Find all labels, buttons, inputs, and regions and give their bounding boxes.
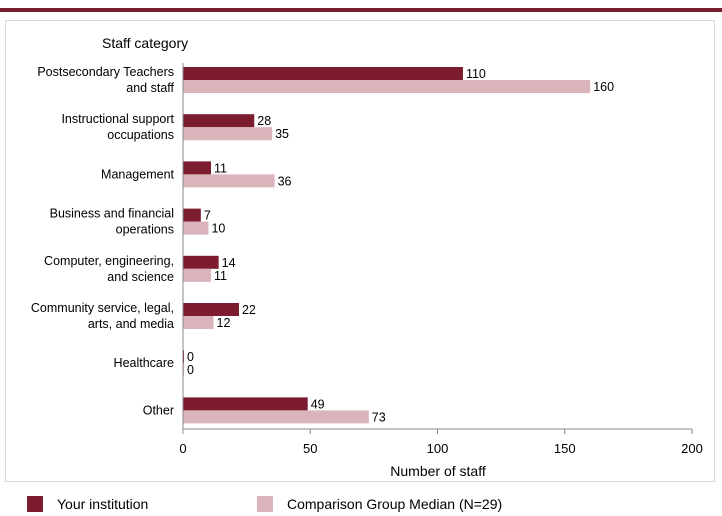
legend-item-your-institution: Your institution: [27, 495, 148, 513]
category-label: occupations: [107, 128, 174, 142]
x-tick-label: 150: [554, 441, 576, 456]
bar-your-institution: [183, 161, 211, 175]
bar-comparison-median: [183, 268, 211, 282]
data-label: 35: [275, 127, 289, 141]
bar-your-institution: [183, 67, 463, 80]
data-label: 0: [187, 350, 194, 364]
bar-comparison-median: [183, 174, 275, 188]
top-accent-bar: [0, 8, 722, 12]
data-label: 28: [257, 114, 271, 128]
bar-comparison-median: [183, 316, 214, 329]
legend: Your institution Comparison Group Median…: [0, 490, 722, 516]
data-label: 14: [222, 256, 236, 270]
category-label: Other: [143, 403, 174, 417]
category-label: Postsecondary Teachers: [37, 65, 174, 79]
data-label: 11: [214, 161, 227, 175]
bar-comparison-median: [183, 221, 209, 235]
data-label: 73: [372, 410, 386, 424]
bar-comparison-median: [183, 410, 369, 424]
data-label: 12: [217, 316, 231, 330]
bar-chart: Staff category Postsecondary Teachers and…: [31, 35, 703, 479]
category-label: Healthcare: [114, 356, 174, 370]
bar-your-institution: [183, 255, 219, 269]
data-label: 7: [204, 209, 211, 223]
category-label: Management: [101, 167, 174, 181]
data-label: 49: [311, 397, 325, 411]
category-label: Business and financial: [50, 207, 174, 221]
legend-label-comparison-median: Comparison Group Median (N=29): [287, 496, 503, 512]
data-label: 11: [214, 269, 227, 283]
x-tick-label: 200: [681, 441, 703, 456]
legend-swatch-comparison-median: [257, 496, 273, 512]
data-label: 10: [211, 222, 225, 236]
bar-comparison-median: [183, 127, 273, 141]
legend-swatch-your-institution: [27, 496, 43, 512]
category-label: Community service, legal,: [31, 301, 174, 315]
bar-comparison-median: [183, 80, 591, 93]
category-label: and staff: [126, 81, 174, 95]
category-label: operations: [116, 223, 174, 237]
chart-title: Staff category: [102, 35, 188, 51]
bar-your-institution: [183, 114, 255, 128]
category-label: Computer, engineering,: [44, 254, 174, 268]
legend-item-comparison-median: Comparison Group Median (N=29): [257, 495, 502, 513]
data-label: 0: [187, 363, 194, 377]
chart-frame: Staff category Postsecondary Teachers and…: [5, 20, 715, 482]
category-label: and science: [107, 270, 174, 284]
category-label: arts, and media: [88, 317, 174, 331]
legend-label-your-institution: Your institution: [57, 496, 149, 512]
category-label: Instructional support: [61, 112, 174, 126]
x-tick-label: 50: [303, 441, 317, 456]
data-label: 110: [466, 67, 486, 81]
data-label: 160: [593, 80, 614, 94]
data-label: 22: [242, 303, 256, 317]
x-tick-label: 100: [427, 441, 449, 456]
data-label: 36: [278, 174, 292, 188]
bar-your-institution: [183, 397, 308, 411]
x-tick-label: 0: [179, 441, 186, 456]
x-axis-label: Number of staff: [390, 463, 486, 479]
bar-your-institution: [183, 303, 239, 316]
bar-your-institution: [183, 208, 201, 222]
